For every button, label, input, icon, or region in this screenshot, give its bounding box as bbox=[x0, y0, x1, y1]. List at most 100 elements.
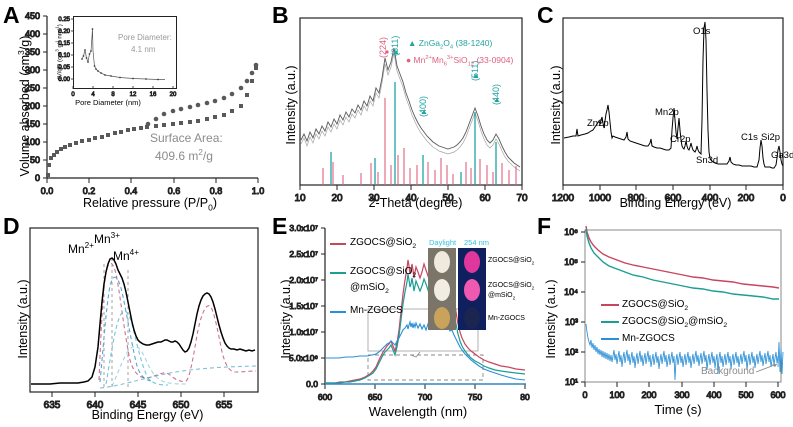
svg-text:Ga3d: Ga3d bbox=[771, 150, 793, 161]
svg-text:0.05: 0.05 bbox=[58, 65, 70, 71]
svg-text:400: 400 bbox=[702, 193, 719, 204]
panel-c-xlabel: Binding Energy (eV) bbox=[619, 196, 732, 210]
svg-text:0: 0 bbox=[582, 390, 587, 400]
svg-text:600: 600 bbox=[665, 193, 682, 204]
panel-a-plot: 0 50 100 150 200 250 300 350 400 450 0.0… bbox=[24, 11, 265, 197]
svg-text:2.5x10⁷: 2.5x10⁷ bbox=[289, 249, 318, 259]
panel-a-inset-note1: Pore Diameter: bbox=[118, 33, 172, 42]
svg-text:750: 750 bbox=[468, 392, 482, 402]
svg-text:655: 655 bbox=[216, 400, 233, 411]
svg-text:Sn3d: Sn3d bbox=[696, 155, 718, 166]
svg-text:350: 350 bbox=[25, 47, 40, 57]
svg-text:200: 200 bbox=[25, 101, 40, 111]
svg-text:100: 100 bbox=[25, 137, 40, 147]
svg-text:700: 700 bbox=[418, 392, 432, 402]
svg-text:10¹: 10¹ bbox=[565, 377, 578, 387]
svg-text:Si2p: Si2p bbox=[761, 132, 780, 143]
svg-text:10: 10 bbox=[294, 193, 306, 204]
svg-text:2.0x10⁷: 2.0x10⁷ bbox=[289, 275, 318, 285]
svg-text:300: 300 bbox=[25, 65, 40, 75]
svg-text:400: 400 bbox=[25, 29, 40, 39]
svg-text:1.0: 1.0 bbox=[252, 186, 265, 196]
panel-e-inset-row-2a: ZGOCS@SiO2 bbox=[488, 282, 535, 292]
svg-text:0.0: 0.0 bbox=[41, 186, 54, 196]
panel-a-surface-area-line2: 409.6 m2/g bbox=[155, 148, 213, 163]
svg-text:0.4: 0.4 bbox=[125, 186, 138, 196]
svg-text:16: 16 bbox=[150, 92, 157, 98]
svg-text:80: 80 bbox=[520, 392, 530, 402]
panel-b-legend-mnsio: ● Mn2+Mn63+SiO12 (33-0904) bbox=[406, 55, 514, 68]
svg-text:Cr2p: Cr2p bbox=[670, 134, 691, 145]
panel-e-legend-2b: @mSiO2 bbox=[350, 282, 389, 295]
svg-text:60: 60 bbox=[479, 193, 491, 204]
panel-e-plot: 0.0 5.0x10⁶ 1.0x10⁷ 1.5x10⁷ 2.0x10⁷ 2.5x… bbox=[288, 223, 530, 403]
svg-text:12: 12 bbox=[130, 92, 137, 98]
svg-text:200: 200 bbox=[641, 390, 656, 400]
panel-b-legend-zngao: ▲ ZnGa2O4 (38-1240) bbox=[408, 38, 493, 51]
panel-d-label: D bbox=[3, 213, 20, 239]
svg-text:640: 640 bbox=[87, 400, 104, 411]
panel-a-inset-plot: 0.25 0.20 0.15 0.10 0.05 0.00 0 4 8 12 1… bbox=[58, 17, 177, 99]
svg-text:0.6: 0.6 bbox=[168, 186, 181, 196]
svg-text:10²: 10² bbox=[565, 347, 578, 357]
panel-f-legend-2: ZGOCS@SiO2@mSiO2 bbox=[622, 316, 728, 329]
svg-text:10⁶: 10⁶ bbox=[564, 227, 578, 237]
svg-text:20: 20 bbox=[331, 193, 343, 204]
panel-d-plot: 635 640 645 650 655 bbox=[29, 227, 259, 412]
panel-f-background-annotation: Background bbox=[701, 366, 755, 377]
panel-b-peak-440: (440) bbox=[491, 83, 501, 105]
svg-text:50: 50 bbox=[30, 155, 40, 165]
svg-text:0.2: 0.2 bbox=[83, 186, 96, 196]
panel-e-inset-header-254: 254 nm bbox=[464, 238, 490, 247]
panel-b-peak-400: (400) bbox=[418, 95, 428, 117]
svg-text:650: 650 bbox=[368, 392, 382, 402]
panel-e-xlabel: Wavelength (nm) bbox=[368, 404, 468, 419]
panel-f-label: F bbox=[537, 213, 552, 239]
svg-text:0.15: 0.15 bbox=[58, 41, 70, 47]
panel-c-label: C bbox=[537, 2, 554, 28]
svg-text:5.0x10⁶: 5.0x10⁶ bbox=[289, 353, 318, 363]
svg-text:300: 300 bbox=[674, 390, 689, 400]
panel-e-legend-2a: ZGOCS@SiO2 bbox=[350, 266, 417, 279]
svg-text:0.0: 0.0 bbox=[306, 379, 318, 389]
panel-e-inset-photos bbox=[428, 248, 486, 330]
svg-text:3.0x10⁷: 3.0x10⁷ bbox=[289, 223, 318, 233]
svg-text:400: 400 bbox=[706, 390, 721, 400]
panel-a-inset-xlabel: Pore Diameter (nm) bbox=[75, 98, 141, 107]
svg-text:1200: 1200 bbox=[552, 193, 575, 204]
panel-d-xlabel: Binding Energy (eV) bbox=[91, 408, 204, 422]
svg-text:70: 70 bbox=[516, 193, 528, 204]
svg-text:1.5x10⁷: 1.5x10⁷ bbox=[289, 301, 318, 311]
panel-a: A Volume absorbed (cm3/g) Relative press… bbox=[0, 0, 268, 213]
svg-text:150: 150 bbox=[25, 119, 40, 129]
panel-a-surface-area-line1: Surface Area: bbox=[150, 131, 223, 145]
svg-text:645: 645 bbox=[130, 400, 147, 411]
panel-f-legend-1: ZGOCS@SiO2 bbox=[622, 299, 689, 312]
panel-e: E Intensity (a.u.) Wavelength (nm) 0.0 5… bbox=[268, 212, 535, 427]
panel-a-inset-ylabel: dV/dD (cm3 g-1 nm-1) bbox=[54, 24, 64, 81]
panel-f-plot: 10¹ 10² 10³ 10⁴ 10⁵ 10⁶ 0 100 200 300 40… bbox=[564, 225, 786, 401]
svg-text:20: 20 bbox=[170, 92, 177, 98]
panel-b-plot: 10 20 30 40 50 60 70 bbox=[294, 17, 528, 205]
svg-text:C1s: C1s bbox=[741, 132, 758, 143]
svg-text:200: 200 bbox=[738, 193, 755, 204]
svg-text:30: 30 bbox=[368, 193, 380, 204]
svg-text:50: 50 bbox=[442, 193, 454, 204]
panel-f-xlabel: Time (s) bbox=[654, 402, 702, 417]
panel-d: D Intensity (a.u.) Binding Energy (eV) 6… bbox=[0, 212, 268, 427]
svg-text:0.25: 0.25 bbox=[58, 17, 70, 23]
panel-e-label: E bbox=[272, 213, 288, 239]
svg-text:0.10: 0.10 bbox=[58, 53, 70, 59]
panel-a-label: A bbox=[3, 2, 20, 28]
panel-b: B Intensity (a.u.) 2-Theta (degree) 10 2… bbox=[268, 0, 533, 212]
panel-e-inset-row-1: ZGOCS@SiO2 bbox=[488, 257, 535, 267]
svg-text:800: 800 bbox=[628, 193, 645, 204]
panel-c: C Intensity (a.u.) Binding Energy (eV) 1… bbox=[533, 0, 793, 212]
svg-text:0: 0 bbox=[780, 193, 786, 204]
panel-b-peak-311: (311) bbox=[390, 35, 400, 56]
panel-c-plot: 1200 1000 800 600 400 200 0 Zn2p Mn2p Cr… bbox=[551, 17, 793, 205]
panel-a-inset-note2: 4.1 nm bbox=[131, 45, 156, 54]
svg-text:8: 8 bbox=[111, 92, 115, 98]
svg-text:1000: 1000 bbox=[589, 193, 612, 204]
